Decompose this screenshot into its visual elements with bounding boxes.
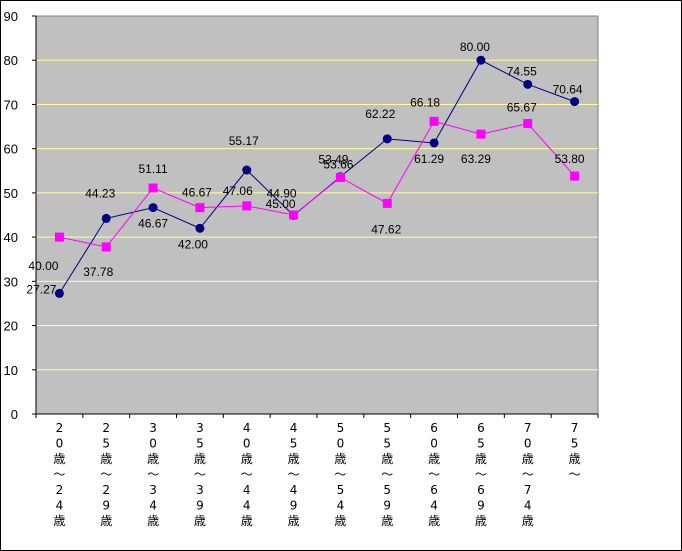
data-label: 42.00 bbox=[178, 237, 208, 251]
data-label: 46.67 bbox=[182, 186, 212, 200]
x-tick-label: 4 0 歳～ 4 4 歳 bbox=[241, 421, 253, 528]
y-tick-label: 40 bbox=[4, 230, 18, 245]
x-tick-label: 5 0 歳～ 5 4 歳 bbox=[334, 421, 346, 528]
data-label: 44.90 bbox=[267, 186, 297, 200]
y-tick-label: 30 bbox=[4, 274, 18, 289]
data-point bbox=[101, 242, 111, 252]
y-tick-label: 80 bbox=[4, 53, 18, 68]
data-label: 53.80 bbox=[555, 152, 585, 166]
data-point bbox=[335, 172, 345, 182]
data-label: 70.64 bbox=[553, 83, 583, 97]
data-label: 63.29 bbox=[461, 152, 491, 166]
data-label: 45.00 bbox=[266, 197, 296, 211]
data-label: 53.49 bbox=[318, 152, 348, 166]
x-tick-label: 2 0 歳～ 2 4 歳 bbox=[53, 421, 65, 528]
data-label: 53.66 bbox=[323, 158, 353, 172]
data-point bbox=[570, 171, 580, 181]
x-tick-label: 4 5 歳～ 4 9 歳 bbox=[288, 421, 300, 528]
data-point bbox=[242, 201, 252, 211]
data-label: 66.18 bbox=[410, 95, 440, 109]
data-label: 27.27 bbox=[26, 282, 56, 296]
data-label: 44.23 bbox=[85, 186, 115, 200]
data-point bbox=[476, 129, 486, 139]
data-point bbox=[523, 79, 533, 89]
x-tick-label: 7 0 歳～ 7 4 歳 bbox=[522, 421, 534, 528]
data-label: 47.62 bbox=[371, 222, 401, 236]
data-label: 80.00 bbox=[460, 40, 490, 54]
data-label: 51.11 bbox=[139, 162, 168, 176]
data-point bbox=[54, 288, 64, 298]
data-point bbox=[195, 203, 205, 213]
y-tick-label: 90 bbox=[4, 9, 18, 24]
data-point bbox=[382, 198, 392, 208]
x-tick-label: 2 5 歳～ 2 9 歳 bbox=[100, 421, 112, 528]
x-tick-label: 3 5 歳～ 3 9 歳 bbox=[194, 421, 206, 528]
data-label: 61.29 bbox=[414, 152, 444, 166]
data-point bbox=[429, 138, 439, 148]
y-tick-label: 0 bbox=[11, 407, 18, 422]
data-label: 47.06 bbox=[223, 184, 253, 198]
x-tick-label: 6 0 歳～ 6 4 歳 bbox=[428, 421, 440, 528]
data-point bbox=[54, 232, 64, 242]
data-point bbox=[289, 210, 299, 220]
data-point bbox=[101, 213, 111, 223]
data-point bbox=[242, 165, 252, 175]
y-tick-label: 20 bbox=[4, 319, 18, 334]
y-tick-label: 60 bbox=[4, 142, 18, 157]
data-label: 46.67 bbox=[138, 217, 168, 231]
data-label: 62.22 bbox=[365, 107, 395, 121]
data-label: 37.78 bbox=[83, 265, 113, 279]
data-label: 74.55 bbox=[507, 64, 537, 78]
data-point bbox=[570, 97, 580, 107]
data-label: 40.00 bbox=[28, 259, 58, 273]
data-point bbox=[195, 223, 205, 233]
x-tick-label: 7 5 歳～ bbox=[569, 421, 581, 482]
data-point bbox=[382, 134, 392, 144]
data-label: 55.17 bbox=[229, 134, 259, 148]
data-label: 65.67 bbox=[507, 101, 537, 115]
y-tick-label: 70 bbox=[4, 97, 18, 112]
data-point bbox=[523, 119, 533, 129]
plot-area bbox=[35, 15, 599, 415]
data-point bbox=[148, 183, 158, 193]
x-tick-label: 3 0 歳～ 3 4 歳 bbox=[147, 421, 159, 528]
data-point bbox=[429, 116, 439, 126]
x-tick-label: 5 5 歳～ 5 9 歳 bbox=[381, 421, 393, 528]
data-point bbox=[476, 55, 486, 65]
series-line bbox=[59, 120, 575, 248]
y-tick-label: 10 bbox=[4, 363, 18, 378]
data-point bbox=[148, 203, 158, 213]
x-tick-label: 6 5 歳～ 6 9 歳 bbox=[475, 421, 487, 528]
y-tick-label: 50 bbox=[4, 186, 18, 201]
